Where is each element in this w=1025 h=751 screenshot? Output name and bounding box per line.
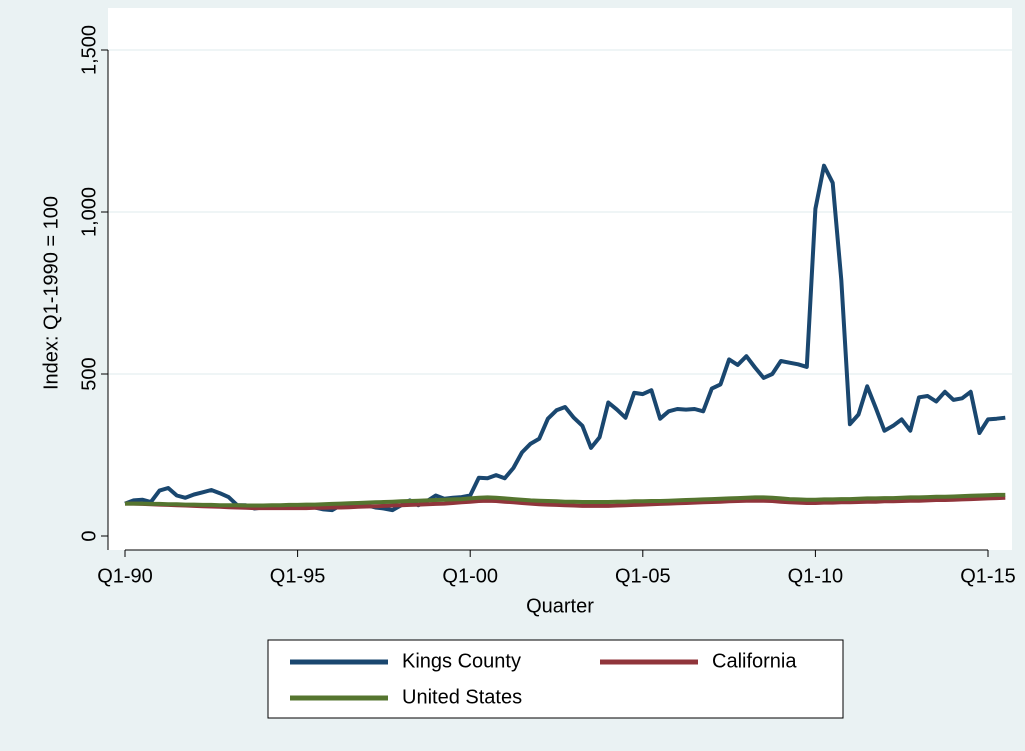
x-tick-label: Q1-15 [960, 565, 1016, 587]
legend-label: United States [402, 686, 522, 708]
legend-label: California [712, 650, 797, 672]
legend [267, 639, 844, 719]
plot-area [108, 8, 1012, 550]
x-axis-title: Quarter [526, 595, 594, 617]
y-tick-label: 500 [78, 357, 100, 390]
x-tick-label: Q1-05 [615, 565, 671, 587]
series-line [125, 495, 1006, 511]
legend-label: Kings County [402, 650, 521, 672]
x-tick-label: Q1-90 [97, 565, 153, 587]
y-axis-title: Index: Q1-1990 = 100 [40, 196, 62, 390]
y-tick-label: 1,500 [78, 25, 100, 75]
y-tick-label: 0 [78, 530, 100, 541]
series-line [125, 492, 1006, 508]
x-tick-label: Q1-95 [270, 565, 326, 587]
x-tick-label: Q1-10 [788, 565, 844, 587]
y-tick-label: 1,000 [78, 187, 100, 237]
x-tick-label: Q1-00 [442, 565, 498, 587]
